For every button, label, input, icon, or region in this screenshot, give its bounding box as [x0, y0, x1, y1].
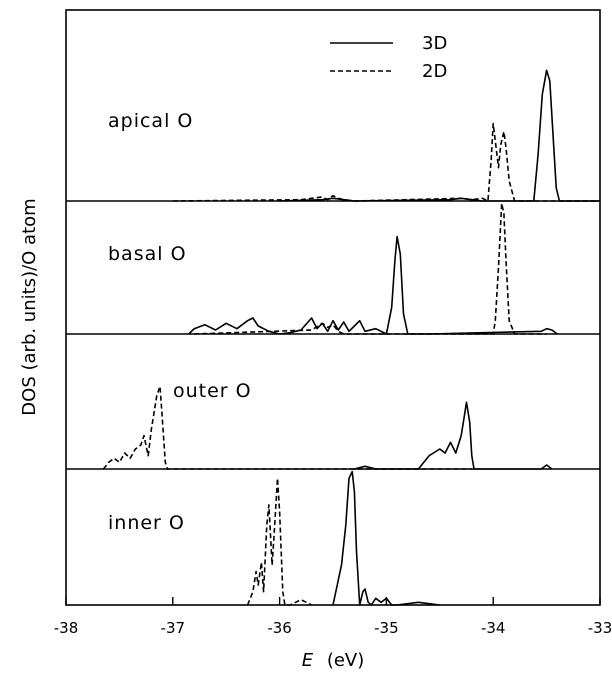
x-axis-label: E (eV)	[302, 650, 365, 671]
x-axis-unit: (eV)	[327, 650, 364, 671]
x-axis: -38 -37 -36 -35 -34 -33	[54, 597, 612, 637]
panel-label: basal O	[108, 243, 187, 265]
series-line-3d	[279, 69, 600, 202]
y-axis-label: DOS (arb. units)/O atom	[19, 198, 40, 415]
panel-label: apical O	[108, 110, 193, 132]
x-tick-label: -35	[374, 619, 399, 637]
panel-label: inner O	[108, 512, 185, 534]
panel-inner-o: inner O	[108, 470, 440, 606]
legend-label: 2D	[422, 61, 447, 82]
series-line-2d	[194, 202, 547, 335]
x-tick-label: -38	[54, 619, 79, 637]
panel-apical-o: apical O	[108, 69, 600, 202]
legend-label: 3D	[422, 33, 447, 54]
x-tick-label: -33	[588, 619, 612, 637]
x-axis-symbol: E	[302, 650, 314, 671]
series-line-2d	[246, 477, 312, 606]
x-tick-label: -34	[481, 619, 506, 637]
series-line-3d	[332, 470, 440, 606]
x-tick-label: -36	[267, 619, 292, 637]
panel-basal-o: basal O	[108, 202, 558, 335]
panel-outer-o: outer O	[102, 380, 553, 470]
series-line-3d	[354, 401, 553, 470]
series-line-3d	[188, 235, 558, 335]
panels: apical O basal O outer O inner O	[102, 69, 600, 606]
panel-label: outer O	[173, 380, 252, 402]
x-tick-label: -37	[161, 619, 186, 637]
series-line-2d	[172, 122, 600, 202]
series-line-2d	[102, 385, 472, 470]
